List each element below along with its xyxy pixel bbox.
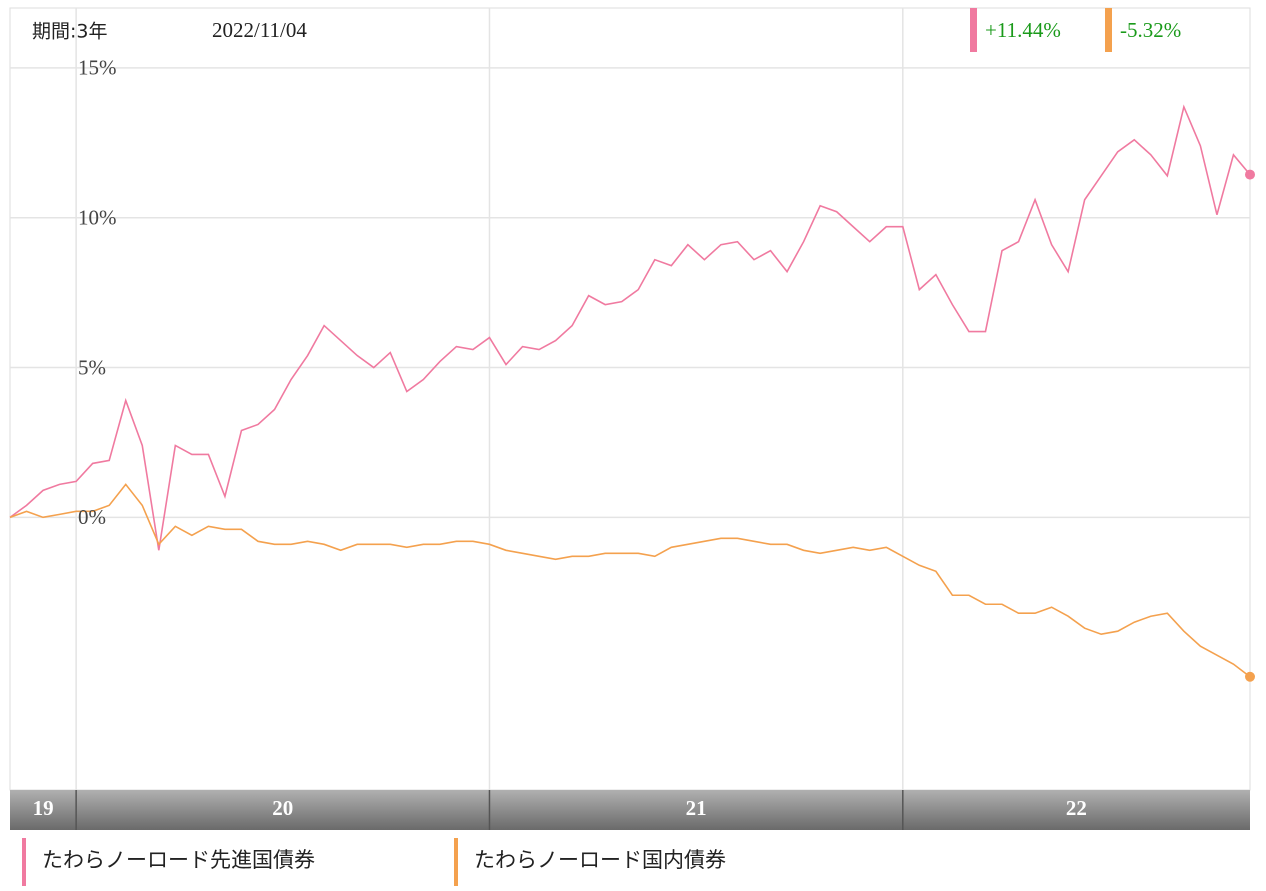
- end-point: [1245, 169, 1255, 180]
- y-tick-label: 5%: [78, 355, 106, 379]
- legend-swatch: [22, 838, 26, 886]
- x-tick-label: 21: [686, 796, 707, 820]
- x-axis-band: [10, 790, 1250, 830]
- series-line: [9, 104, 1251, 551]
- period-label: 期間:3年: [32, 21, 108, 43]
- legend-swatch: [454, 838, 458, 886]
- series-line: [9, 483, 1251, 678]
- x-tick-label: 22: [1066, 796, 1087, 820]
- y-tick-label: 0%: [78, 505, 106, 529]
- y-tick-label: 10%: [78, 206, 117, 230]
- latest-value: -5.32%: [1120, 18, 1181, 42]
- date-label: 2022/11/04: [212, 18, 307, 42]
- end-point: [1245, 671, 1255, 682]
- plot-frame: [9, 7, 1251, 791]
- latest-value: +11.44%: [985, 18, 1061, 42]
- latest-swatch: [970, 8, 977, 52]
- y-tick-label: 15%: [78, 56, 117, 80]
- marks: [9, 8, 1255, 790]
- x-tick-label: 20: [272, 796, 293, 820]
- x-tick-label: 19: [33, 796, 54, 820]
- latest-swatch: [1105, 8, 1112, 52]
- legend-label: たわらノーロード先進国債券: [42, 848, 315, 872]
- legend-label: たわらノーロード国内債券: [474, 848, 726, 872]
